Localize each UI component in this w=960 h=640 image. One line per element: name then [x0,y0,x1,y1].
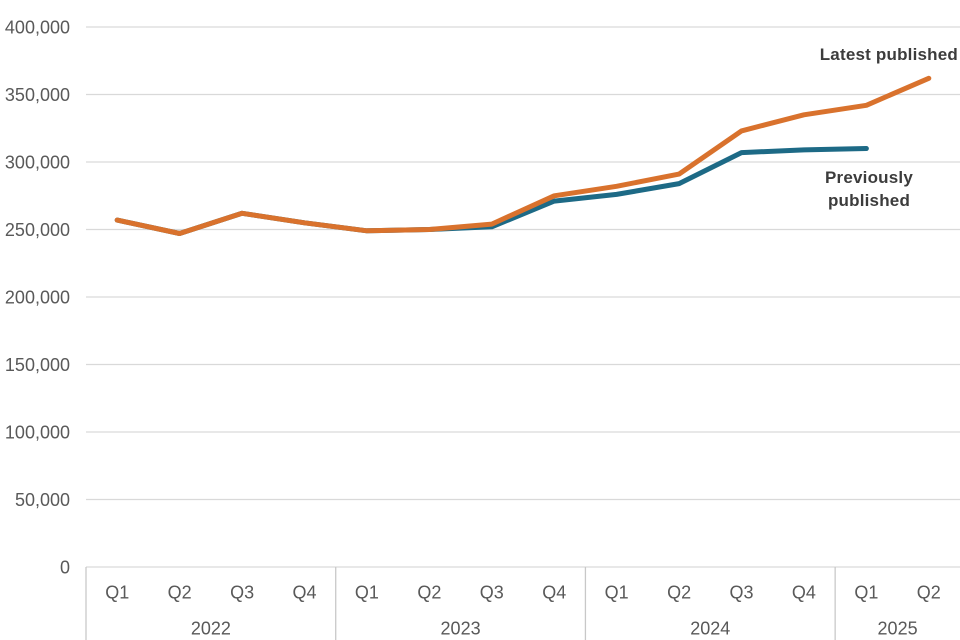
y-axis-tick-label: 100,000 [5,422,70,442]
y-axis-tick-label: 50,000 [15,490,70,510]
series-label-previously-published: Previously published [825,168,913,210]
x-axis-year-label: 2024 [690,618,730,638]
x-axis-quarter-label: Q2 [667,582,691,602]
y-axis-tick-label: 350,000 [5,85,70,105]
x-axis-quarter-label: Q3 [230,582,254,602]
x-axis-year-label: 2022 [191,618,231,638]
y-axis-tick-label: 300,000 [5,152,70,172]
y-axis-tick-label: 200,000 [5,287,70,307]
x-axis-quarter-label: Q1 [854,582,878,602]
x-axis-quarter-label: Q3 [480,582,504,602]
y-axis-tick-label: 150,000 [5,355,70,375]
x-axis-quarter-label: Q4 [542,582,566,602]
x-axis-year-label: 2023 [441,618,481,638]
x-axis-quarter-label: Q2 [917,582,941,602]
series-line-latest-published [114,75,932,236]
x-axis-quarter-label: Q3 [729,582,753,602]
y-axis-tick-label: 250,000 [5,220,70,240]
x-axis-quarter-label: Q2 [168,582,192,602]
x-axis-quarter-label: Q4 [292,582,316,602]
y-axis-tick-label: 400,000 [5,17,70,37]
x-axis-quarter-label: Q4 [792,582,816,602]
series-line-previously-published [114,146,869,236]
x-axis-quarter-label: Q1 [355,582,379,602]
y-axis-tick-label: 0 [60,557,70,577]
x-axis-quarter-label: Q1 [105,582,129,602]
x-axis-quarter-label: Q1 [605,582,629,602]
series-label-latest-published: Latest published [819,45,958,64]
x-axis-quarter-label: Q2 [417,582,441,602]
x-axis-year-label: 2025 [878,618,918,638]
